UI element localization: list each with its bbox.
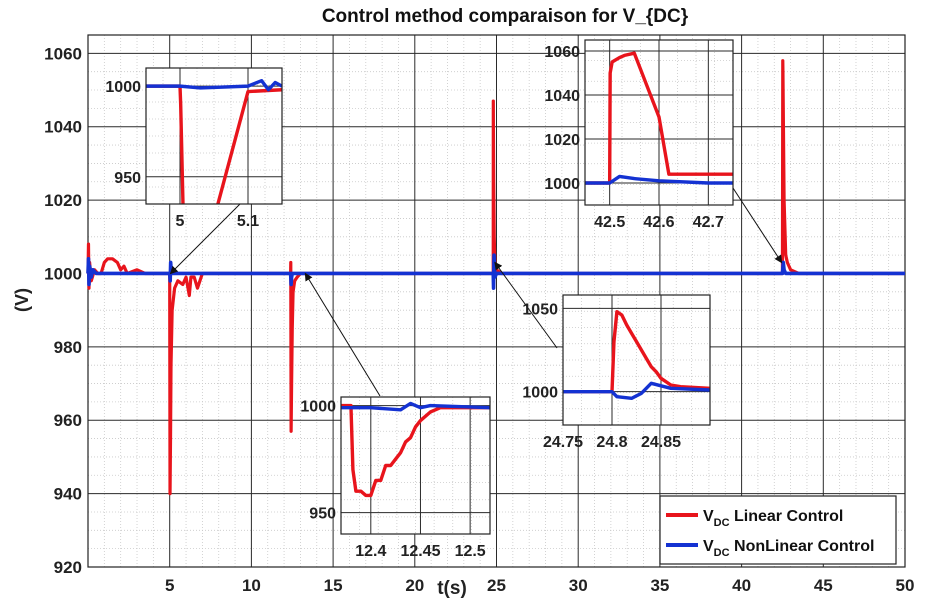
x-tick-label: 5 xyxy=(165,576,174,595)
x-axis-label: t(s) xyxy=(437,578,467,599)
inset-x-tick-label: 12.4 xyxy=(355,543,386,560)
legend: VDC Linear Control VDC NonLinear Control xyxy=(659,495,897,565)
legend-label: VDC NonLinear Control xyxy=(703,538,874,559)
inset-x-tick-label: 42.6 xyxy=(643,214,674,231)
inset-x-tick-label: 12.5 xyxy=(455,543,486,560)
inset-x-tick-label: 24.8 xyxy=(596,434,627,451)
inset-arrow xyxy=(169,203,241,275)
x-tick-label: 15 xyxy=(324,576,343,595)
y-tick-label: 1040 xyxy=(44,118,82,137)
x-tick-label: 45 xyxy=(814,576,833,595)
inset-frame xyxy=(562,294,711,426)
plot-frame xyxy=(87,34,906,568)
inset-series-line xyxy=(563,381,710,401)
inset-x-tick-label: 12.45 xyxy=(400,543,440,560)
inset-frame xyxy=(145,67,283,205)
inset-series-line xyxy=(146,78,282,92)
x-tick-label: 10 xyxy=(242,576,261,595)
x-tick-label: 20 xyxy=(405,576,424,595)
inset-x-tick-label: 24.75 xyxy=(543,434,583,451)
inset-x-tick-label: 42.7 xyxy=(693,214,724,231)
y-tick-label: 940 xyxy=(54,485,82,504)
inset-frame xyxy=(340,396,491,535)
legend-label: VDC Linear Control xyxy=(703,508,843,529)
y-tick-label: 960 xyxy=(54,411,82,430)
inset-series-line xyxy=(585,174,733,185)
arrows xyxy=(169,187,783,397)
chart-title: Control method comparaison for V_{DC} xyxy=(322,6,689,27)
inset-y-tick-label: 1060 xyxy=(544,44,580,61)
inset-1: 5 5.1 950 1000 xyxy=(105,67,283,230)
inset-series-line xyxy=(146,84,282,204)
inset-x-tick-label: 24.85 xyxy=(641,434,681,451)
inset-x-tick-label: 5.1 xyxy=(237,213,259,230)
y-tick-label: 1060 xyxy=(44,44,82,63)
inset-arrow xyxy=(304,272,381,397)
inset-y-tick-label: 1000 xyxy=(300,399,336,416)
x-tick-label: 35 xyxy=(650,576,669,595)
inset-y-tick-label: 1020 xyxy=(544,132,580,149)
x-tick-label: 30 xyxy=(569,576,588,595)
inset-arrow xyxy=(494,261,558,349)
inset-3: 24.75 24.8 24.85 1000 1050 xyxy=(522,294,711,451)
inset-y-tick-label: 950 xyxy=(114,170,141,187)
x-tick-label: 40 xyxy=(732,576,751,595)
series-line-nonlinear xyxy=(86,253,905,290)
inset-background xyxy=(563,295,710,425)
inset-series-line xyxy=(341,401,490,412)
inset-4: 42.5 42.6 42.7 1000 1020 1040 1060 xyxy=(544,39,734,231)
inset-series-line xyxy=(341,403,490,498)
inset-y-tick-label: 1050 xyxy=(522,301,558,318)
insets: 5 5.1 950 1000 12.4 12.45 12.5 950 1000 24.75 24.8… xyxy=(105,39,734,560)
inset-y-tick-label: 1000 xyxy=(522,385,558,402)
inset-y-tick-label: 950 xyxy=(309,506,336,523)
inset-frame xyxy=(584,39,734,206)
inset-y-tick-label: 1040 xyxy=(544,88,580,105)
y-tick-label: 920 xyxy=(54,558,82,577)
inset-series-line xyxy=(585,51,733,185)
inset-x-tick-label: 5 xyxy=(176,213,185,230)
inset-x-tick-label: 42.5 xyxy=(594,214,625,231)
x-tick-label: 25 xyxy=(487,576,506,595)
y-tick-label: 1000 xyxy=(44,264,82,283)
legend-box xyxy=(659,495,897,565)
inset-arrow xyxy=(732,187,783,264)
y-tick-label: 1020 xyxy=(44,191,82,210)
inset-y-tick-label: 1000 xyxy=(544,176,580,193)
inset-2: 12.4 12.45 12.5 950 1000 xyxy=(300,396,491,560)
x-tick-label: 50 xyxy=(896,576,915,595)
y-axis-label: (V) xyxy=(12,288,32,312)
y-tick-label: 980 xyxy=(54,338,82,357)
inset-series-line xyxy=(563,309,710,394)
inset-y-tick-label: 1000 xyxy=(105,79,141,96)
